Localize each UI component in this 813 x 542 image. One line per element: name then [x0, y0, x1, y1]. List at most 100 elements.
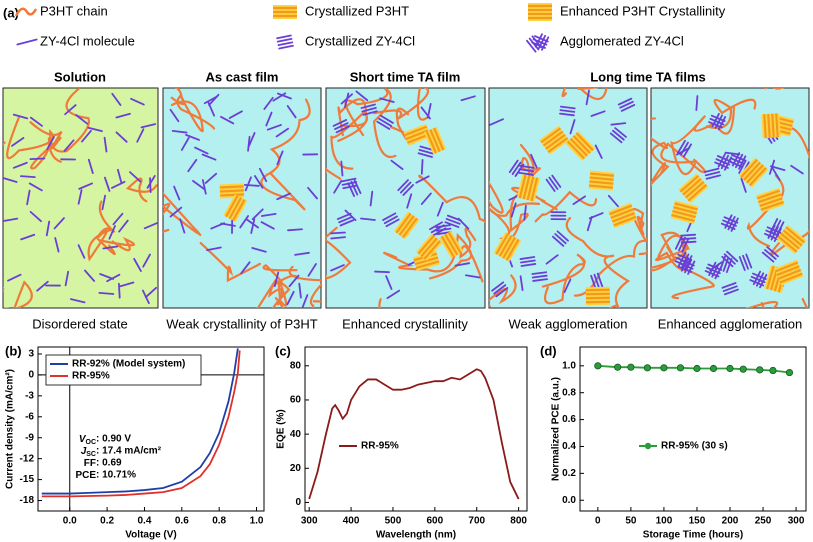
x-axis-label: Wavelength (nm): [376, 530, 456, 541]
crystal-chain: [522, 175, 531, 200]
zy-molecule: [103, 136, 108, 153]
legend-label: P3HT chain: [40, 3, 108, 18]
zy-molecule: [723, 288, 739, 296]
p3ht-chain: [534, 190, 598, 223]
zy-molecule: [548, 176, 559, 190]
data-point: [643, 364, 652, 372]
p3ht-chain: [459, 227, 484, 283]
zy-molecule: [511, 161, 522, 175]
p3ht-chain: [268, 281, 291, 308]
zy-molecule: [426, 103, 432, 119]
zy-molecule: [531, 274, 548, 279]
zy-molecule: [552, 235, 565, 247]
zy-molecule: [563, 278, 572, 294]
zy-molecule: [590, 110, 606, 117]
crystal-chain: [779, 272, 803, 284]
zy-molecule: [519, 275, 524, 291]
zy-molecule: [399, 181, 412, 194]
zy-molecule: [273, 271, 280, 288]
zy-molecule: [277, 41, 294, 47]
crystal-chain: [572, 135, 591, 154]
zy-molecule: [680, 233, 697, 237]
zy-molecule: [759, 273, 768, 289]
zy-molecule: [541, 36, 550, 51]
zy-molecule: [45, 220, 51, 237]
zy-molecule: [75, 114, 89, 125]
crystal-chain: [219, 189, 244, 193]
zy-molecule: [617, 97, 633, 106]
zy-molecule: [171, 129, 188, 134]
crystal-chain: [401, 217, 418, 239]
crystal-chain: [608, 204, 633, 216]
zy-molecule: [36, 280, 49, 292]
y-tick-label: 40: [290, 429, 302, 440]
crystal-chain: [498, 234, 513, 257]
zy-molecule: [362, 110, 378, 116]
zy-molecule: [239, 215, 250, 229]
crystal-chain: [225, 195, 239, 218]
plot-frame: [37, 346, 265, 512]
panel-caption: Disordered state: [32, 316, 127, 331]
y-tick-label: -9: [25, 432, 34, 443]
zy-molecule: [510, 202, 517, 218]
zy-molecule: [385, 275, 393, 290]
crystal-chain: [589, 180, 614, 185]
annotation-symbol: J: [81, 446, 87, 457]
p3ht-chain: [651, 117, 670, 186]
annotation-value: : 17.4 mA/cm²: [96, 446, 162, 457]
zy-molecule: [721, 282, 737, 289]
zy-molecule: [545, 178, 556, 192]
x-axis-label: Voltage (V): [125, 530, 176, 541]
zy-molecule: [489, 118, 504, 126]
zy-molecule: [590, 274, 597, 290]
zy-molecule: [99, 273, 115, 280]
zy-molecule: [708, 261, 717, 277]
crystal-chain: [782, 229, 803, 247]
zy-molecule: [307, 263, 317, 277]
crystal-chain: [760, 200, 784, 211]
p3ht-chain: [163, 202, 201, 235]
p3ht-crystal: [223, 194, 248, 223]
zy-molecule: [133, 257, 142, 273]
zy-molecule: [518, 171, 534, 176]
p3ht-chain: [489, 181, 541, 217]
zy-molecule: [678, 251, 687, 267]
crystal-chain: [588, 184, 614, 189]
zy-molecule: [169, 108, 180, 123]
crystal-chain: [756, 189, 781, 200]
zy-molecule: [111, 92, 122, 106]
crystal-chain: [775, 113, 779, 138]
zy-molecule: [724, 151, 741, 156]
crystal-chain: [743, 161, 761, 181]
y-tick-label: -12: [20, 453, 35, 464]
zy-molecule: [725, 258, 733, 274]
p3ht-chain: [561, 88, 608, 101]
p3ht-chain: [326, 226, 352, 280]
data-point: [739, 365, 747, 373]
zy-molecule: [286, 105, 297, 119]
y-tick-label: -3: [25, 390, 34, 401]
zy-molecule: [130, 97, 145, 106]
p3ht-chain: [541, 253, 586, 305]
zy-molecule: [531, 35, 542, 49]
zy-molecule: [266, 124, 282, 131]
p3ht-chain: [383, 232, 473, 280]
y-tick-label: 60: [290, 395, 302, 406]
data-point: [676, 364, 685, 372]
zy-molecule: [180, 136, 190, 151]
data-point: [785, 368, 794, 377]
zy-molecule: [429, 221, 443, 231]
annotation-value: : 10.71%: [96, 470, 136, 481]
zy-molecule: [790, 164, 804, 175]
crystal-chain: [505, 238, 520, 261]
zy-molecule: [738, 256, 746, 271]
crystal-chain: [590, 172, 615, 177]
crystal-chain: [530, 177, 539, 202]
zy-molecule: [559, 112, 575, 117]
zy-molecule: [711, 263, 720, 278]
zy-molecule: [731, 152, 741, 167]
crystal-chain: [766, 265, 775, 290]
crystal-chain: [219, 185, 244, 189]
crystal-chain: [748, 167, 767, 187]
